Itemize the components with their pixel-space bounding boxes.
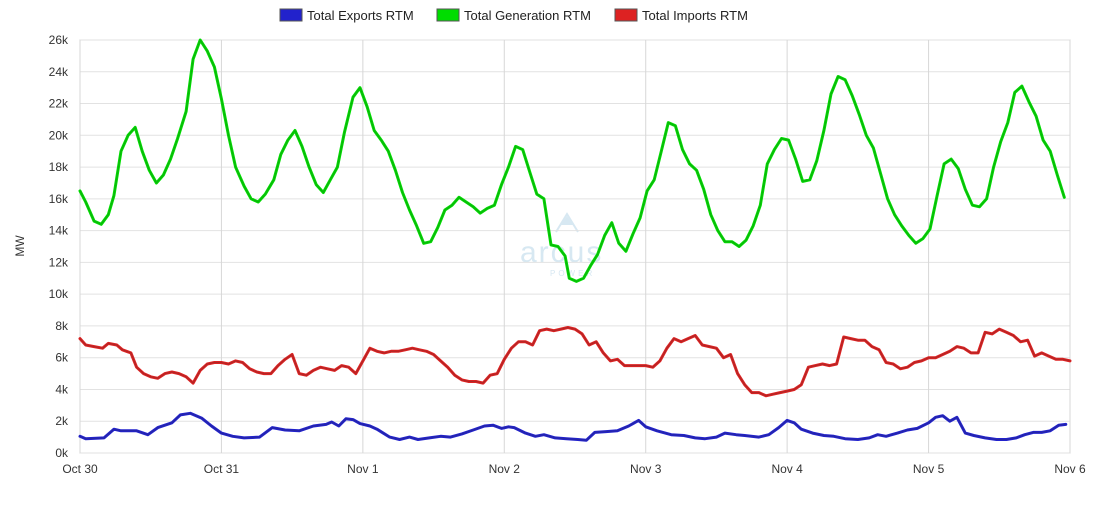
x-tick-label: Oct 30 [62, 462, 98, 476]
y-tick-label: 18k [49, 160, 69, 174]
axes: 0k 2k 4k 6k 8k 10k 12k 14k 16k 18k 20k 22k 24k 26k Oct… [13, 33, 1086, 476]
watermark-triangle-mark [561, 216, 573, 225]
legend-item-total-imports-rtm[interactable]: Total Imports RTM [614, 8, 748, 23]
y-tick-label: 6k [55, 351, 69, 365]
watermark-subtitle: POWER [550, 269, 595, 278]
legend-item-total-generation-rtm[interactable]: Total Generation RTM [436, 8, 591, 23]
series-line-shadow-total-exports-rtm [79, 412, 1067, 441]
y-tick-label: 20k [49, 128, 69, 142]
y-tick-label: 24k [49, 65, 69, 79]
legend-swatch [279, 8, 303, 22]
y-tick-label: 12k [49, 255, 69, 269]
y-axis-label: MW [13, 235, 27, 257]
legend[interactable]: Total Exports RTM Total Generation RTM Tot… [279, 8, 748, 23]
series-line-total-exports-rtm [78, 411, 1068, 442]
x-tick-label: Nov 1 [347, 462, 379, 476]
x-tick-label: Nov 2 [489, 462, 521, 476]
series-line-total-generation-rtm [78, 38, 1066, 283]
x-tick-label: Oct 31 [204, 462, 240, 476]
watermark-triangle-mark-outline [555, 212, 579, 233]
series-line-shadow-total-generation-rtm [79, 39, 1065, 282]
y-tick-label: 26k [49, 33, 69, 47]
x-tick-label: Nov 3 [630, 462, 662, 476]
x-tick-label: Nov 6 [1054, 462, 1086, 476]
legend-item-total-exports-rtm[interactable]: Total Exports RTM [279, 8, 414, 23]
series-line-shadow-total-imports-rtm [79, 327, 1071, 397]
y-tick-label: 10k [49, 287, 69, 301]
legend-label: Total Imports RTM [642, 8, 748, 23]
arcus-watermark-logo: arcus POWER [520, 212, 601, 278]
legend-swatch [436, 8, 460, 22]
x-tick-label: Nov 5 [913, 462, 945, 476]
grid-lines [79, 39, 1071, 454]
y-tick-label: 4k [55, 382, 69, 396]
series-line-total-imports-rtm [78, 326, 1072, 398]
legend-swatch [614, 8, 638, 22]
y-tick-label: 14k [49, 224, 69, 238]
legend-label: Total Generation RTM [464, 8, 591, 23]
y-tick-label: 8k [55, 319, 69, 333]
legend-label: Total Exports RTM [307, 8, 414, 23]
x-tick-label: Nov 4 [771, 462, 803, 476]
y-tick-label: 16k [49, 192, 69, 206]
y-tick-label: 22k [49, 97, 69, 111]
y-tick-label: 0k [55, 446, 69, 460]
y-tick-label: 2k [55, 414, 69, 428]
series-lines [78, 38, 1072, 442]
